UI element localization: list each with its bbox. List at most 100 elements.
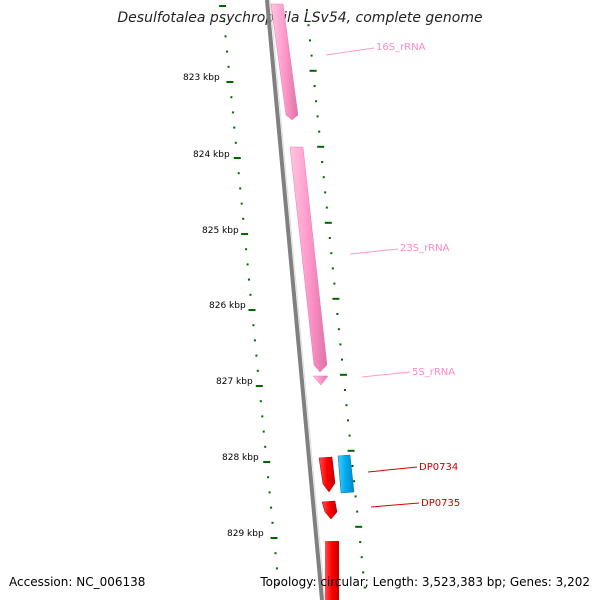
minor-tick [345,404,348,407]
minor-tick [253,339,256,342]
gene-label-23s-rrna[interactable]: 23S_rRNA [400,243,450,254]
major-tick [255,385,263,387]
map-title: Desulfotalea psychrophila LSv54, complet… [117,10,483,26]
minor-tick [351,465,354,467]
major-tick [241,233,249,235]
minor-tick [315,100,318,103]
minor-tick [226,50,228,53]
major-tick [355,525,363,528]
scale-label-826: 826 kbp [209,301,246,311]
feature-dp0734[interactable] [318,456,336,493]
major-tick [233,157,241,159]
genome-backbone [265,0,324,600]
minor-tick [318,130,321,133]
genome-summary: Topology: circular; Length: 3,523,383 bp… [260,575,590,589]
minor-tick [336,313,339,315]
minor-tick [234,141,237,144]
minor-tick [339,343,342,346]
minor-tick [239,187,242,190]
label-line-23s [349,248,399,255]
minor-tick [262,430,265,433]
feature-16s-rrna[interactable] [270,3,299,121]
minor-tick [341,358,343,361]
minor-tick [255,354,258,357]
minor-tick [347,419,349,422]
minor-tick [333,282,336,285]
minor-tick [237,172,240,175]
minor-tick [348,434,351,437]
minor-tick [354,495,357,498]
gene-label-dp0734[interactable]: DP0734 [419,462,458,473]
minor-tick [242,217,245,220]
minor-tick [275,567,278,570]
feature-dp0734-reverse[interactable] [337,454,355,494]
minor-tick [321,161,324,163]
minor-tick [270,506,273,509]
minor-tick [316,115,319,118]
scale-ticks-inner [219,5,280,585]
label-line-16s [325,47,375,56]
major-tick [340,373,347,376]
minor-tick [310,54,313,57]
scale-label-825: 825 kbp [202,226,239,236]
minor-tick [353,480,356,483]
minor-tick [309,39,311,42]
minor-tick [306,9,308,11]
minor-tick [307,24,310,27]
minor-tick [233,126,236,129]
minor-tick [240,202,243,205]
minor-tick [230,96,233,99]
minor-tick [245,248,248,251]
minor-tick [252,324,255,327]
gene-label-dp0735[interactable]: DP0735 [421,498,460,509]
minor-tick [363,586,366,589]
scale-label-828: 828 kbp [222,453,259,463]
minor-tick [248,278,250,281]
scale-label-829: 829 kbp [227,529,264,539]
minor-tick [223,20,225,23]
minor-tick [271,521,274,524]
minor-tick [359,541,362,543]
major-tick [219,5,227,7]
minor-tick [277,582,280,585]
feature-next-cds[interactable] [325,541,339,600]
minor-tick [249,293,252,296]
major-tick [263,461,271,463]
minor-tick [328,237,331,239]
minor-tick [264,445,267,448]
major-tick [226,81,234,83]
accession-label: Accession: NC_006138 [9,575,146,589]
major-tick [332,297,340,300]
label-line-5s [361,371,411,378]
feature-23s-rrna[interactable] [289,146,328,373]
gene-label-5s-rrna[interactable]: 5S_rRNA [412,367,455,378]
major-tick [317,145,325,148]
minor-tick [325,206,328,209]
scale-label-824: 824 kbp [193,150,230,160]
minor-tick [274,552,277,555]
feature-5s-rrna[interactable] [312,375,329,386]
label-line-dp0735 [370,502,420,508]
minor-tick [261,415,264,418]
minor-tick [330,252,333,255]
minor-tick [337,328,340,331]
scale-label-827: 827 kbp [216,377,253,387]
minor-tick [231,111,234,114]
feature-dp0735[interactable] [321,500,338,520]
major-tick [309,69,317,72]
minor-tick [360,556,363,559]
gene-label-16s-rrna[interactable]: 16S_rRNA [376,42,426,53]
minor-tick [324,191,327,194]
minor-tick [259,400,262,403]
minor-tick [344,389,346,391]
minor-tick [331,267,334,270]
genome-backbone-highlight [269,0,326,600]
minor-tick [322,176,325,179]
minor-tick [256,369,259,372]
label-line-dp0734 [367,466,418,473]
major-tick [324,221,332,224]
major-tick [270,537,278,539]
minor-tick [313,85,316,87]
minor-tick [362,571,365,574]
